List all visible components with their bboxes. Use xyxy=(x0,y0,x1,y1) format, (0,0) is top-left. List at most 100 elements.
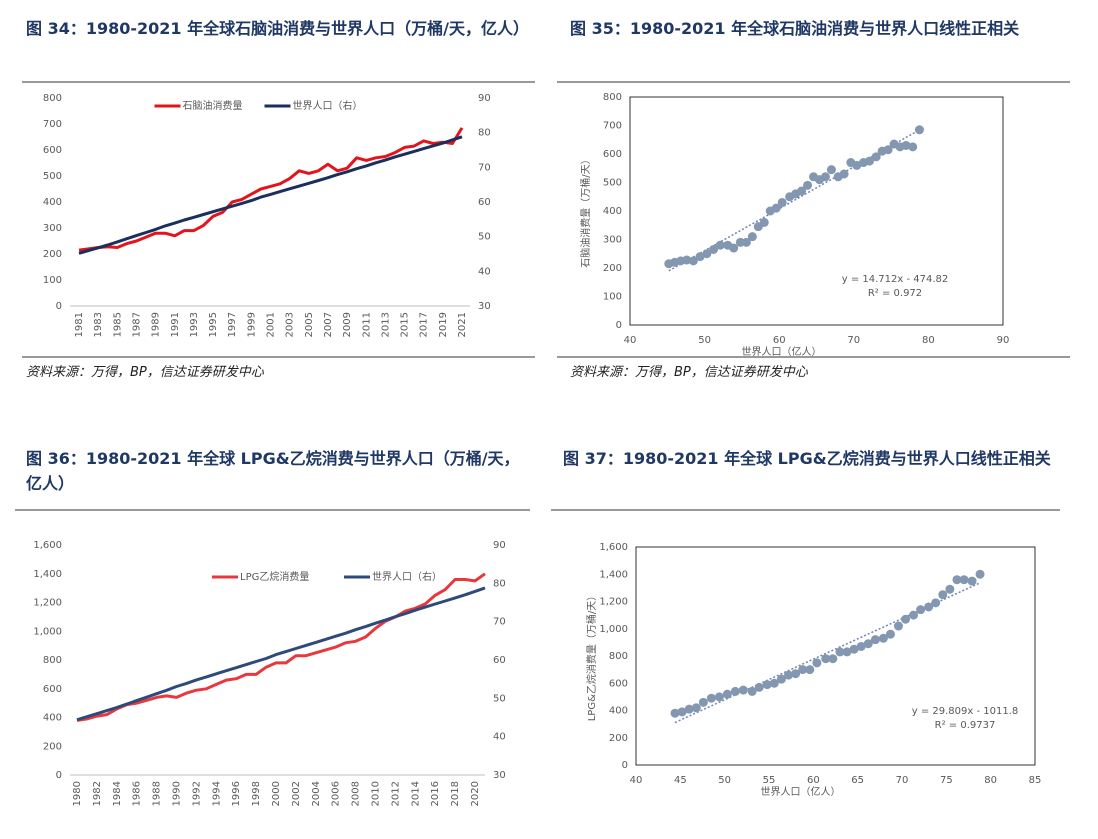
x-tick-label: 60 xyxy=(773,335,786,346)
scatter-point xyxy=(967,576,977,586)
y2-tick-label: 90 xyxy=(493,540,506,551)
y-tick-label: 1,400 xyxy=(599,569,628,580)
source-note: 资料来源：万得，BP，信达证券研发中心 xyxy=(26,365,264,380)
scatter-point xyxy=(797,186,807,196)
x-tick-label: 50 xyxy=(698,335,711,346)
x-tick-label: 80 xyxy=(984,775,997,786)
scatter-point xyxy=(938,590,948,600)
y-tick-label: 0 xyxy=(56,301,62,312)
scatter-point xyxy=(729,243,739,253)
x-tick-label: 1996 xyxy=(231,781,242,806)
scatter-point xyxy=(670,708,680,718)
y2-tick-label: 50 xyxy=(493,693,506,704)
x-tick-label: 55 xyxy=(763,775,776,786)
x-tick-label: 1992 xyxy=(191,781,202,806)
x-tick-label: 1991 xyxy=(170,312,181,337)
x-tick-label: 2010 xyxy=(371,781,382,806)
scatter-point xyxy=(741,237,751,247)
scatter-point xyxy=(820,172,830,182)
x-tick-label: 1997 xyxy=(227,312,238,337)
x-tick-label: 2018 xyxy=(450,781,461,806)
x-tick-label: 2003 xyxy=(285,312,296,337)
y-tick-label: 600 xyxy=(609,678,628,689)
x-axis-title: 世界人口（亿人） xyxy=(742,345,822,358)
scatter-point xyxy=(878,633,888,643)
x-tick-label: 2002 xyxy=(291,781,302,806)
scatter-point xyxy=(684,704,694,714)
scatter-point xyxy=(931,598,941,608)
x-tick-label: 1981 xyxy=(74,312,85,337)
annotation: R² = 0.972 xyxy=(868,288,922,299)
x-tick-label: 1999 xyxy=(246,312,257,337)
scatter-point xyxy=(863,639,873,649)
y2-tick-label: 50 xyxy=(478,232,491,243)
y-tick-label: 600 xyxy=(43,684,62,695)
scatter-point xyxy=(908,142,918,152)
scatter-point xyxy=(849,644,859,654)
series-line xyxy=(78,135,463,255)
scatter-point xyxy=(747,686,757,696)
x-tick-label: 1998 xyxy=(251,781,262,806)
y2-tick-label: 40 xyxy=(493,732,506,743)
y-tick-label: 100 xyxy=(43,275,62,286)
scatter-point xyxy=(856,641,866,651)
y-tick-label: 1,200 xyxy=(599,597,628,608)
scatter-point xyxy=(702,249,712,259)
scatter-point xyxy=(791,669,801,679)
x-tick-label: 40 xyxy=(624,335,637,346)
annotation: R² = 0.9737 xyxy=(935,720,996,731)
y-tick-label: 1,200 xyxy=(33,598,62,609)
y-tick-label: 700 xyxy=(43,119,62,130)
x-tick-label: 1980 xyxy=(72,781,83,806)
series-line xyxy=(78,127,464,252)
figure-title: 图 34：1980-2021 年全球石脑油消费与世界人口（万桶/天，亿人） xyxy=(26,19,529,38)
x-tick-label: 2012 xyxy=(390,781,401,806)
scatter-point xyxy=(695,252,705,262)
scatter-point xyxy=(805,665,815,675)
y-tick-label: 500 xyxy=(603,178,622,189)
scatter-point xyxy=(821,654,831,664)
series-line xyxy=(76,586,486,722)
scatter-point xyxy=(901,614,911,624)
x-tick-label: 2000 xyxy=(271,781,282,806)
x-tick-label: 2006 xyxy=(331,781,342,806)
scatter-point xyxy=(826,165,836,175)
x-tick-label: 2019 xyxy=(438,312,449,337)
x-tick-label: 2015 xyxy=(400,312,411,337)
scatter-point xyxy=(945,584,955,594)
y-tick-label: 400 xyxy=(43,197,62,208)
scatter-point xyxy=(709,244,719,254)
y-tick-label: 1,000 xyxy=(33,626,62,637)
y-tick-label: 800 xyxy=(43,93,62,104)
y-tick-label: 400 xyxy=(609,706,628,717)
x-tick-label: 1984 xyxy=(112,781,123,806)
y-tick-label: 0 xyxy=(616,320,622,331)
y-tick-label: 1,600 xyxy=(33,540,62,551)
scatter-point xyxy=(924,602,934,612)
y-tick-label: 200 xyxy=(609,733,628,744)
scatter-point xyxy=(762,680,772,690)
plot-frame xyxy=(635,546,1036,766)
x-tick-label: 1985 xyxy=(112,312,123,337)
x-tick-label: 2020 xyxy=(470,781,481,806)
figure-title: 图 37：1980-2021 年全球 LPG&乙烷消费与世界人口线性正相关 xyxy=(563,449,1051,468)
series-line xyxy=(76,572,486,722)
x-tick-label: 1987 xyxy=(131,312,142,337)
y2-tick-label: 60 xyxy=(493,655,506,666)
y2-tick-label: 80 xyxy=(478,128,491,139)
y-tick-label: 1,000 xyxy=(599,624,628,635)
scatter-point xyxy=(677,707,687,717)
scatter-point xyxy=(722,689,732,699)
scatter-point xyxy=(730,686,740,696)
legend-label: 石脑油消费量 xyxy=(183,99,243,112)
scatter-point xyxy=(771,203,781,213)
y2-tick-label: 70 xyxy=(478,162,491,173)
scatter-point xyxy=(754,682,764,692)
legend-label: 世界人口（右） xyxy=(372,570,442,583)
y-tick-label: 400 xyxy=(43,713,62,724)
scatter-point xyxy=(715,240,725,250)
scatter-point xyxy=(842,647,852,657)
x-tick-label: 2009 xyxy=(342,312,353,337)
y-tick-label: 0 xyxy=(56,770,62,781)
x-tick-label: 75 xyxy=(940,775,953,786)
